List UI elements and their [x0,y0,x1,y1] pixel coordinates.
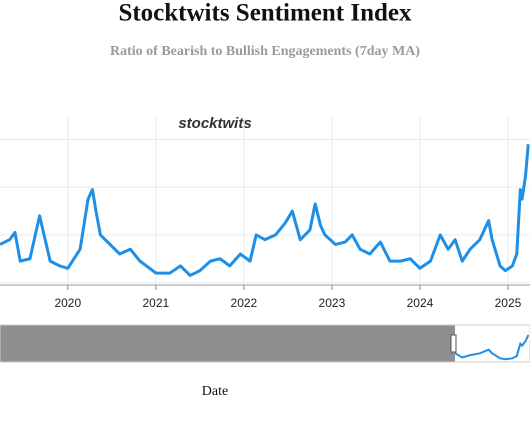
chart-title: Stocktwits Sentiment Index [118,0,412,27]
navigator-frame [0,324,530,363]
x-tick-label: 2023 [319,296,346,310]
x-tick-label: 2021 [142,296,169,310]
line-series [0,144,530,277]
x-tick-label: 2024 [407,296,434,310]
navigator-handle[interactable] [450,334,457,353]
x-tick-label: 2025 [495,296,522,310]
x-tick-label: 2020 [54,296,81,310]
watermark: stocktwits [178,115,251,132]
navigator-mask[interactable] [0,325,455,362]
x-axis-label: Date [202,384,228,399]
x-tick-label: 2022 [231,296,258,310]
chart-subtitle: Ratio of Bearish to Bullish Engagements … [110,44,420,59]
